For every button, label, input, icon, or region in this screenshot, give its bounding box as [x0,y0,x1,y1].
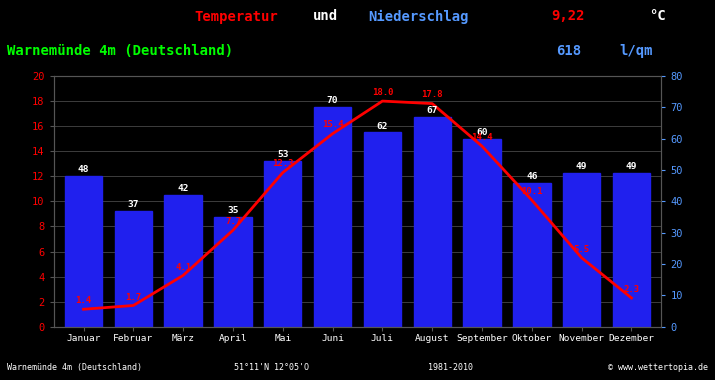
Text: 49: 49 [626,162,637,171]
Text: © www.wettertopia.de: © www.wettertopia.de [608,363,708,372]
Text: 5.5: 5.5 [573,245,590,254]
Text: 42: 42 [177,184,189,193]
Bar [65,176,102,327]
Text: 10.1: 10.1 [521,187,543,196]
Text: 46: 46 [526,172,538,181]
Text: °C: °C [649,10,666,24]
Text: l/qm: l/qm [620,44,653,58]
Text: 70: 70 [327,97,338,106]
Bar [613,173,650,327]
Text: Warnemünde 4m (Deutschland): Warnemünde 4m (Deutschland) [7,44,233,58]
Text: 15.4: 15.4 [322,120,343,129]
Bar [214,217,252,327]
Bar [264,161,302,327]
Text: 35: 35 [227,206,239,215]
Text: 51°11'N 12°05'O: 51°11'N 12°05'O [235,363,309,372]
Text: 17.8: 17.8 [421,90,443,99]
Text: und: und [312,10,338,24]
Bar [314,107,351,327]
Text: 7.7: 7.7 [225,217,241,226]
Text: 37: 37 [127,200,139,209]
Bar [164,195,202,327]
Text: 12.3: 12.3 [272,158,294,168]
Text: Niederschlag: Niederschlag [368,10,468,24]
Bar [463,139,500,327]
Text: 4.1: 4.1 [175,263,191,272]
Text: Temperatur: Temperatur [194,10,278,24]
Text: 49: 49 [576,162,588,171]
Text: 18.0: 18.0 [372,88,393,97]
Text: 48: 48 [78,165,89,174]
Text: 2.3: 2.3 [623,285,639,294]
Text: 60: 60 [476,128,488,137]
Text: Warnemünde 4m (Deutschland): Warnemünde 4m (Deutschland) [7,363,142,372]
Bar [563,173,601,327]
Text: 62: 62 [377,122,388,131]
Bar [413,117,451,327]
Text: 14.4: 14.4 [471,133,493,142]
Text: 1981-2010: 1981-2010 [428,363,473,372]
Text: 1.4: 1.4 [76,296,92,306]
Text: 1.7: 1.7 [125,293,142,302]
Text: 9,22: 9,22 [552,10,585,24]
Bar [114,211,152,327]
Text: 618: 618 [556,44,581,58]
Text: 67: 67 [426,106,438,115]
Bar [513,182,551,327]
Bar [364,133,401,327]
Text: 53: 53 [277,150,289,159]
